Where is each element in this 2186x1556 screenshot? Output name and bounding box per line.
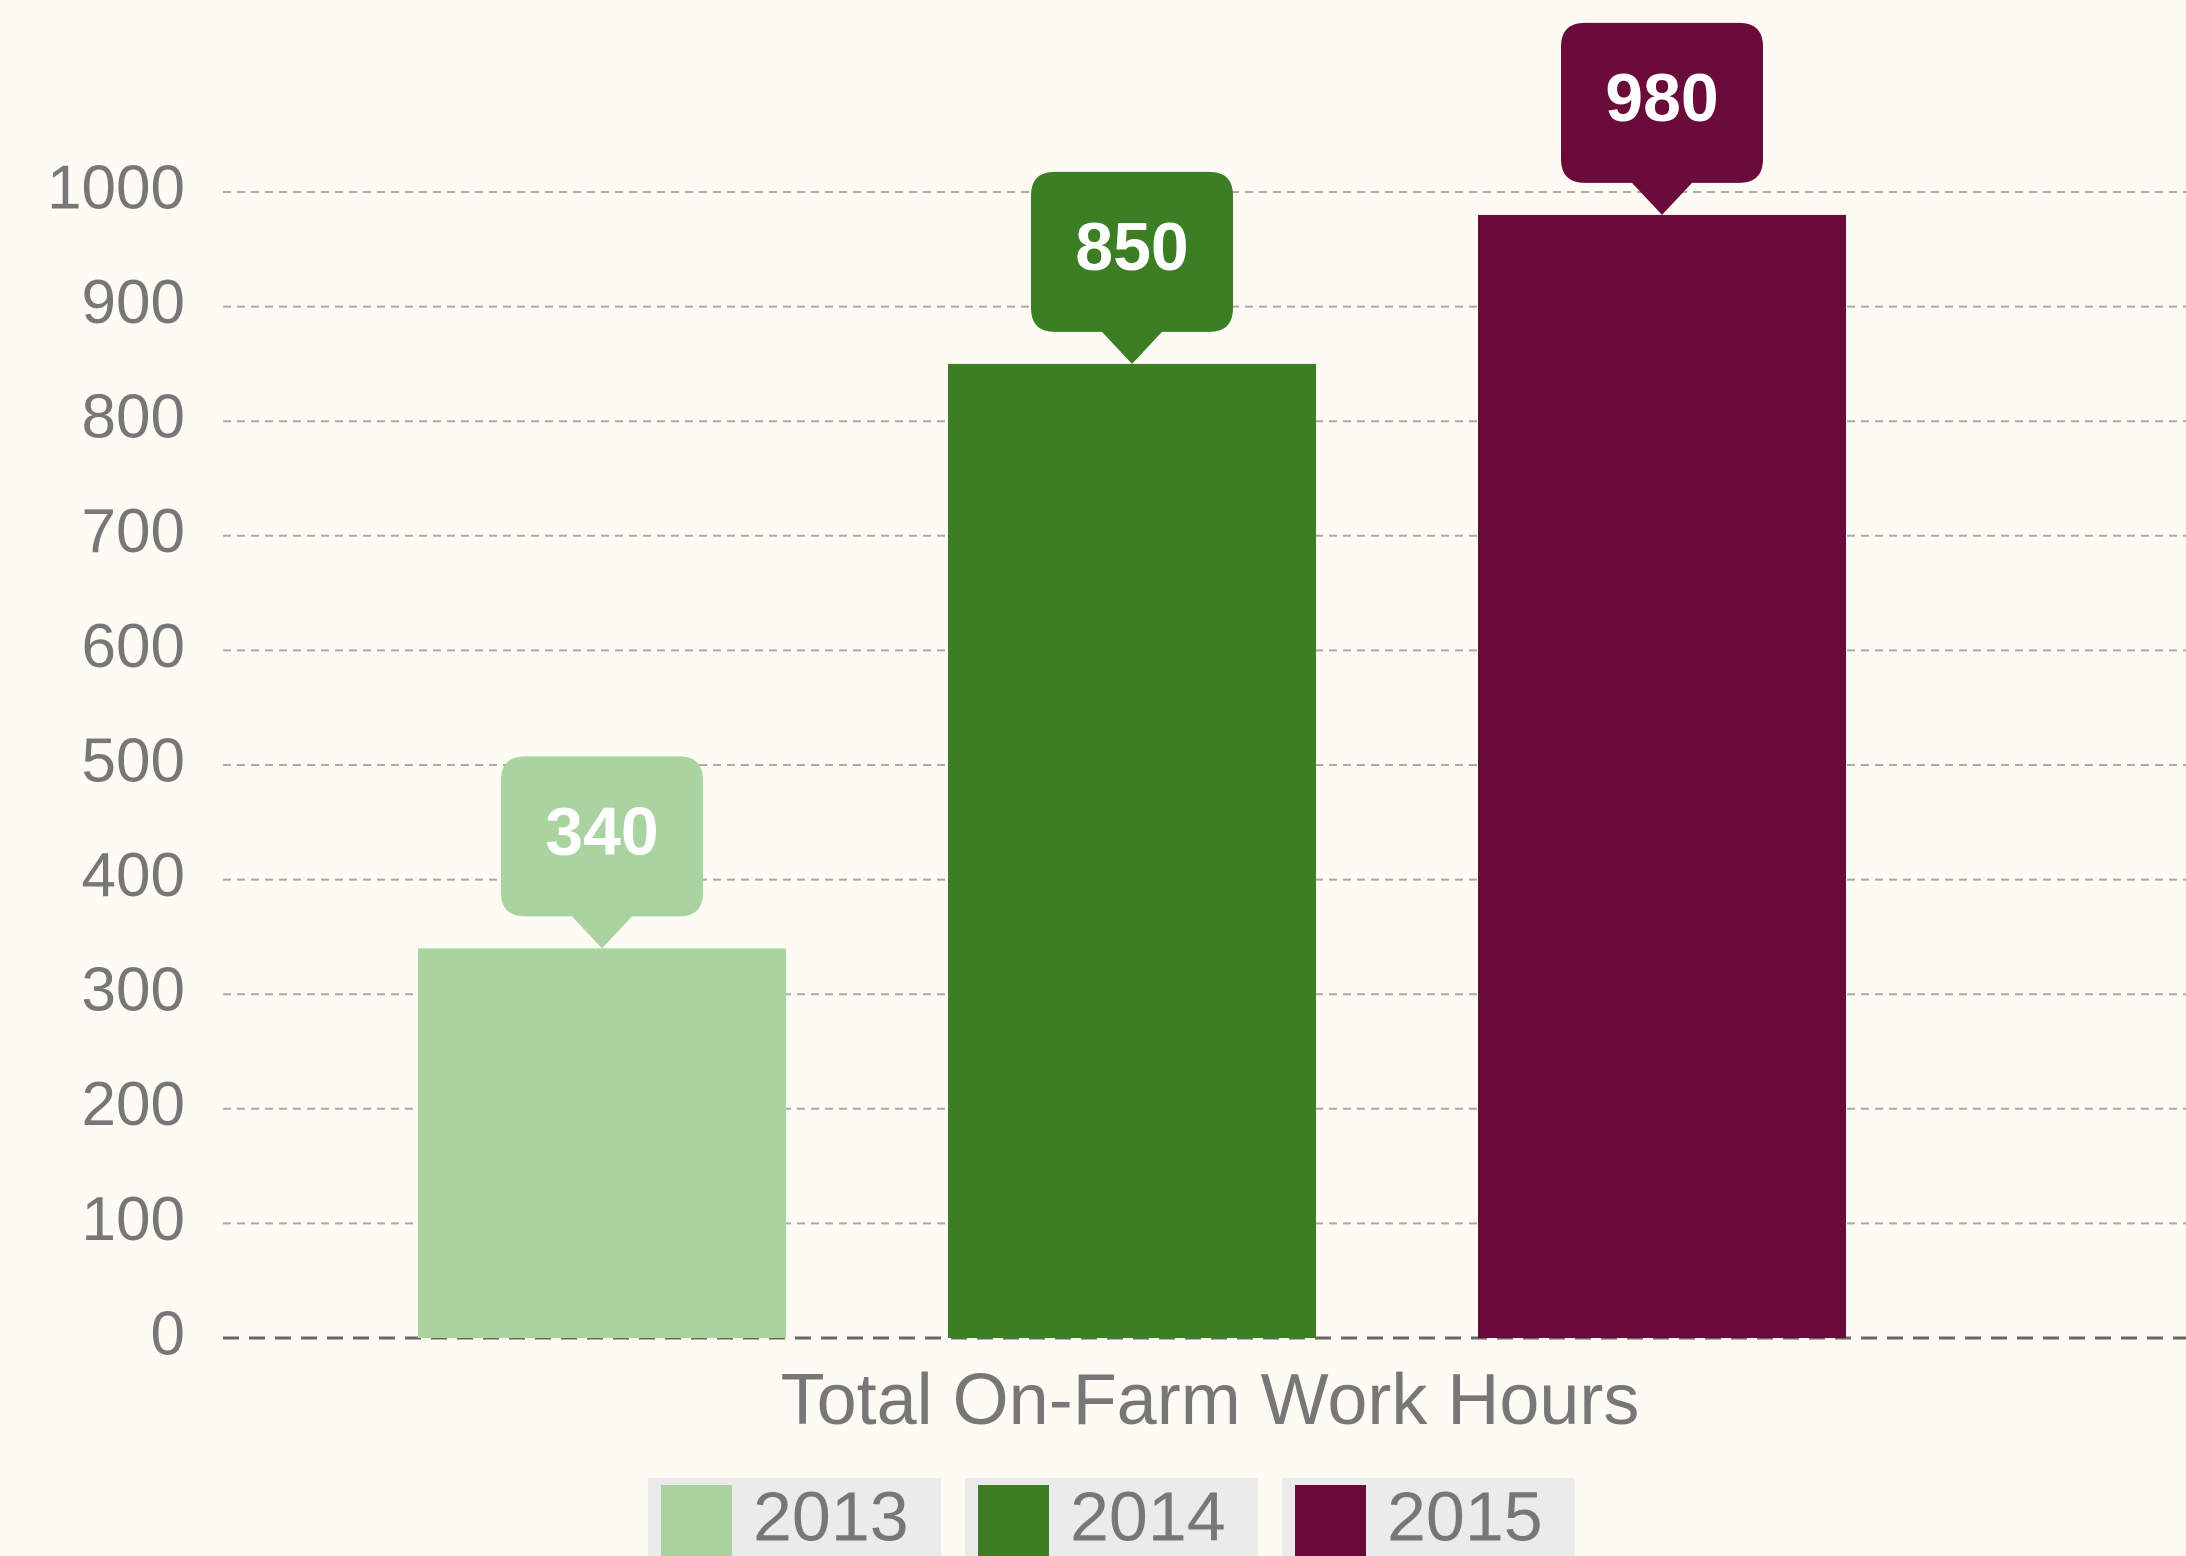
y-tick-label: 1000 (47, 153, 185, 222)
bar (948, 363, 1316, 1338)
y-tick-label: 400 (82, 841, 185, 910)
legend-swatch (661, 1485, 732, 1556)
legend-label: 2015 (1387, 1477, 1543, 1555)
y-tick-label: 300 (82, 956, 185, 1025)
value-label: 850 (1075, 209, 1188, 285)
y-tick-label: 500 (82, 726, 185, 795)
y-tick-label: 800 (82, 383, 185, 452)
value-label: 980 (1605, 60, 1718, 136)
value-callout (1561, 22, 1763, 215)
y-tick-label: 200 (82, 1070, 185, 1139)
legend-swatch (978, 1485, 1049, 1556)
legend-swatch (1295, 1485, 1366, 1556)
y-tick-label: 600 (82, 612, 185, 681)
y-tick-label: 700 (82, 497, 185, 566)
value-callout (1031, 171, 1233, 364)
value-label: 340 (545, 793, 658, 869)
x-tick-label: Total On-Farm Work Hours (781, 1360, 1640, 1440)
legend-label: 2014 (1070, 1477, 1226, 1555)
y-tick-label: 100 (82, 1185, 185, 1254)
y-tick-label: 900 (82, 268, 185, 337)
y-tick-label: 0 (151, 1299, 185, 1368)
value-callout (501, 756, 703, 949)
legend-label: 2013 (753, 1477, 909, 1555)
bar (418, 948, 786, 1338)
bar (1478, 214, 1846, 1338)
